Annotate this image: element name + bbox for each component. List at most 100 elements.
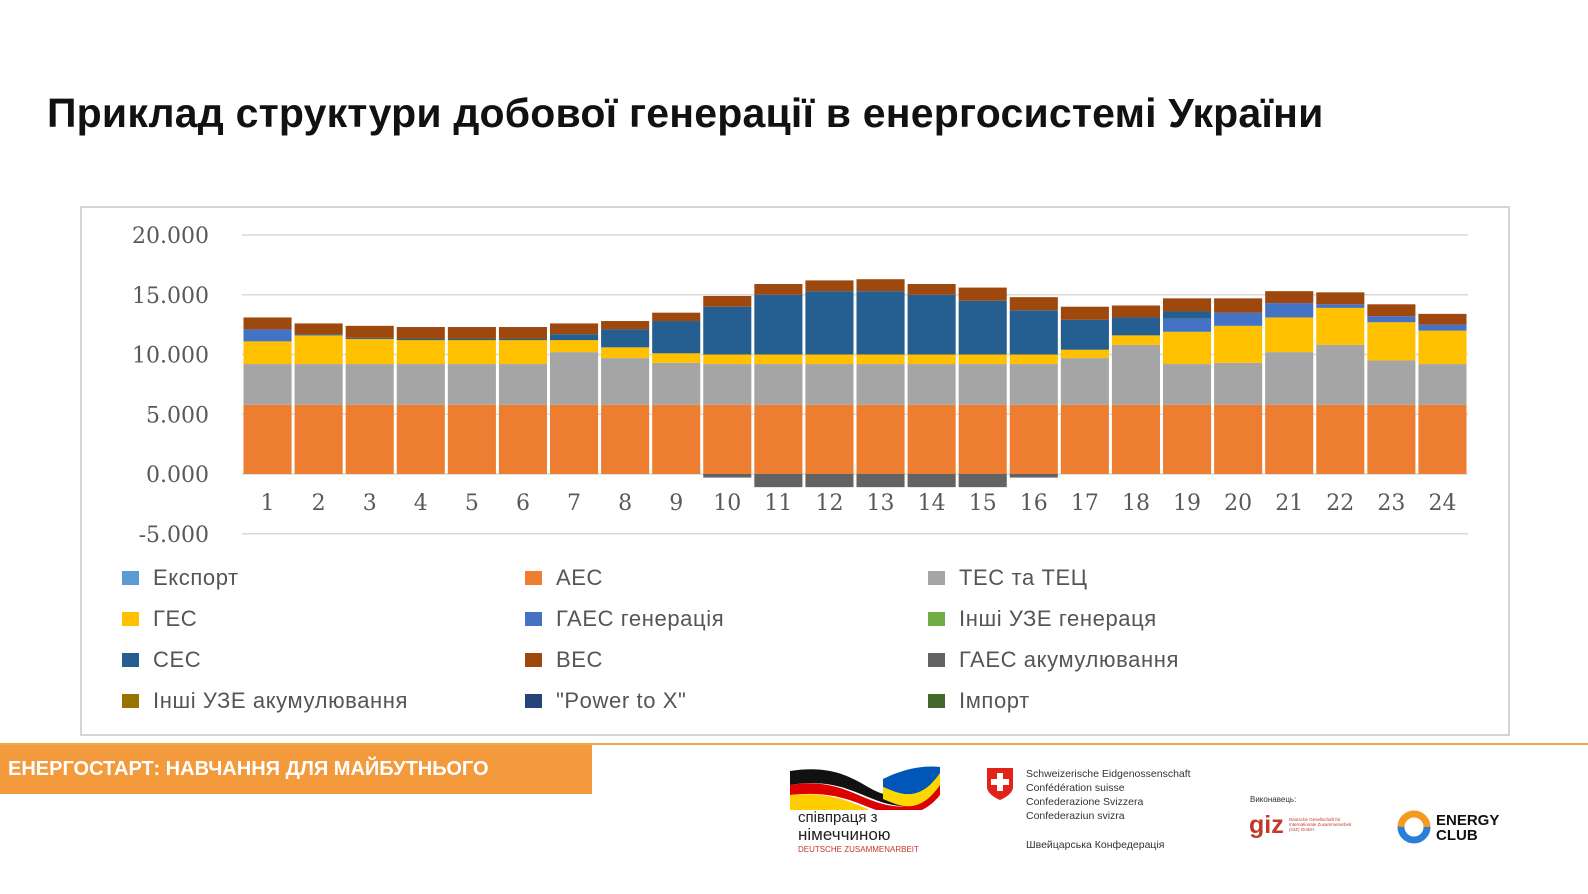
x-tick-label: 5	[465, 491, 479, 516]
bar-segment-ГАЕС-акумулювання-14	[907, 474, 956, 488]
bar-segment-АЕС-8	[601, 404, 650, 474]
swiss-shield-icon	[987, 768, 1013, 800]
x-tick-label: 18	[1122, 491, 1150, 516]
bar-segment-ГЕС-23	[1367, 322, 1416, 361]
y-tick-label: 5.000	[146, 403, 209, 428]
bar-segment-ГЕС-6	[498, 340, 547, 365]
bar-segment-ГЕС-9	[652, 353, 701, 363]
bar-segment-АЕС-2	[294, 404, 343, 474]
bar-segment-АЕС-10	[703, 404, 752, 474]
bar-segment-ГЕС-20	[1214, 325, 1263, 363]
y-tick-label: 20.000	[132, 224, 209, 249]
x-tick-label: 22	[1326, 491, 1354, 516]
x-tick-label: 9	[669, 491, 683, 516]
legend-item: ГЕС	[122, 606, 197, 632]
legend-item: ТЕС та ТЕЦ	[928, 565, 1088, 591]
bar-segment-СЕС-14	[907, 294, 956, 355]
bar-segment-АЕС-19	[1163, 404, 1212, 474]
legend-swatch	[928, 694, 945, 708]
bar-segment-СЕС-4	[396, 338, 445, 341]
bar-segment-ГЕС-18	[1111, 335, 1160, 345]
bar-segment-ТЕС-та-ТЕЦ-17	[1060, 358, 1109, 405]
swiss-line-3: Confederaziun svizra	[1026, 810, 1125, 822]
legend-label: ВЕС	[556, 647, 604, 672]
x-tick-label: 1	[261, 491, 275, 516]
legend-label: ГАЕС акумулювання	[959, 647, 1179, 672]
bar-segment-ТЕС-та-ТЕЦ-22	[1316, 344, 1365, 405]
bar-segment-ВЕС-20	[1214, 298, 1263, 313]
bar-segment-ГЕС-8	[601, 347, 650, 359]
bar-segment-ГАЕС-генерація-22	[1316, 304, 1365, 308]
bar-segment-ТЕС-та-ТЕЦ-12	[805, 364, 854, 405]
bar-segment-АЕС-1	[243, 404, 292, 474]
bar-segment-СЕС-8	[601, 329, 650, 348]
bar-segment-ВЕС-16	[1009, 297, 1058, 311]
coop-line1: співпраця з	[798, 809, 878, 826]
bar-segment-АЕС-6	[498, 404, 547, 474]
bar-segment-ТЕС-та-ТЕЦ-9	[652, 362, 701, 405]
y-tick-label: -5.000	[139, 523, 209, 548]
legend-label: Експорт	[153, 565, 239, 590]
bar-segment-ВЕС-7	[550, 323, 599, 335]
x-tick-label: 7	[567, 491, 581, 516]
bar-segment-СЕС-3	[345, 337, 394, 339]
bar-segment-ВЕС-11	[754, 283, 803, 295]
bar-segment-ГАЕС-акумулювання-13	[856, 474, 905, 488]
bar-segment-СЕС-12	[805, 291, 854, 355]
bar-segment-АЕС-24	[1418, 404, 1467, 474]
bar-segment-ТЕС-та-ТЕЦ-6	[498, 364, 547, 405]
bar-segment-ГЕС-16	[1009, 354, 1058, 365]
bar-segment-АЕС-22	[1316, 404, 1365, 474]
bar-segment-АЕС-17	[1060, 404, 1109, 474]
bar-segment-ВЕС-3	[345, 325, 394, 338]
legend-label: Інші УЗЕ акумулювання	[153, 688, 409, 713]
legend-label: Імпорт	[959, 688, 1030, 713]
bar-segment-АЕС-18	[1111, 404, 1160, 474]
bar-segment-ВЕС-15	[958, 287, 1007, 301]
x-tick-label: 4	[414, 491, 428, 516]
x-tick-label: 14	[918, 491, 946, 516]
legend-item: "Power to X"	[525, 688, 686, 714]
x-tick-label: 15	[969, 491, 997, 516]
bar-segment-ТЕС-та-ТЕЦ-8	[601, 358, 650, 405]
bar-segment-АЕС-9	[652, 404, 701, 474]
bar-segment-ВЕС-9	[652, 312, 701, 322]
bar-segment-ГЕС-7	[550, 340, 599, 353]
coop-line3: DEUTSCHE ZUSAMMENARBEIT	[798, 845, 919, 854]
bar-segment-ТЕС-та-ТЕЦ-15	[958, 364, 1007, 405]
x-tick-label: 3	[363, 491, 377, 516]
bar-segment-ТЕС-та-ТЕЦ-7	[550, 352, 599, 405]
legend-swatch	[525, 612, 542, 626]
energy-club-logo: ENERGY CLUB	[1396, 809, 1516, 849]
bar-segment-ГАЕС-генерація-23	[1367, 316, 1416, 323]
bar-segment-ГЕС-12	[805, 354, 854, 365]
bar-segment-ВЕС-4	[396, 327, 445, 339]
bar-segment-ГЕС-17	[1060, 349, 1109, 359]
legend-label: ТЕС та ТЕЦ	[959, 565, 1088, 590]
bar-segment-ТЕС-та-ТЕЦ-2	[294, 364, 343, 405]
x-tick-label: 6	[516, 491, 530, 516]
y-tick-label: 0.000	[146, 463, 209, 488]
bar-segment-ТЕС-та-ТЕЦ-13	[856, 364, 905, 405]
bar-segment-СЕС-5	[447, 338, 496, 341]
legend-swatch	[122, 571, 139, 585]
legend-item: СЕС	[122, 647, 201, 673]
bar-segment-ГАЕС-акумулювання-12	[805, 474, 854, 488]
bar-segment-ГЕС-15	[958, 354, 1007, 365]
bar-segment-ВЕС-10	[703, 295, 752, 307]
legend-swatch	[122, 694, 139, 708]
cooperation-with-germany-logo: співпраця з німеччиною DEUTSCHE ZUSAMMEN…	[788, 765, 948, 860]
bar-segment-ВЕС-22	[1316, 292, 1365, 305]
swiss-confederation-logo: Schweizerische Eidgenossenschaft Confédér…	[986, 767, 1216, 862]
legend-swatch	[122, 653, 139, 667]
bar-segment-ТЕС-та-ТЕЦ-3	[345, 364, 394, 405]
bar-segment-АЕС-21	[1265, 404, 1314, 474]
legend-label: АЕС	[556, 565, 604, 590]
swiss-ua: Швейцарська Конфедерація	[1026, 839, 1165, 851]
bar-segment-ТЕС-та-ТЕЦ-4	[396, 364, 445, 405]
bar-segment-СЕС-11	[754, 294, 803, 355]
bar-segment-АЕС-23	[1367, 404, 1416, 474]
bar-segment-ВЕС-2	[294, 323, 343, 335]
legend-swatch	[928, 612, 945, 626]
bar-segment-ГАЕС-акумулювання-10	[703, 474, 752, 478]
